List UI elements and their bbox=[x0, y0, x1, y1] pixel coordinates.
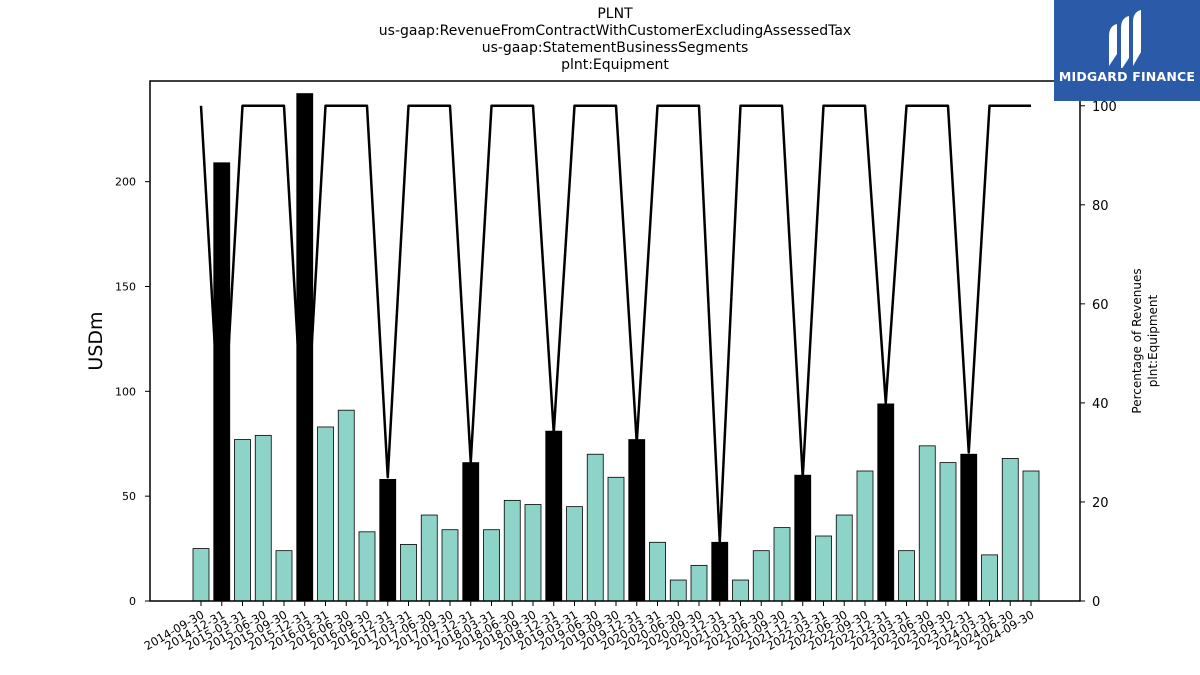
quarterly-bar bbox=[939, 462, 957, 602]
y-tick-label: 0 bbox=[129, 595, 136, 608]
y2-tick-label: 80 bbox=[1092, 199, 1109, 214]
annual-bar bbox=[462, 462, 480, 602]
quarterly-bar bbox=[1001, 458, 1019, 602]
quarterly-bar bbox=[441, 529, 459, 602]
y2-axis-label-line1: Percentage of Revenues bbox=[1130, 268, 1144, 413]
annual-bar bbox=[379, 478, 397, 602]
quarterly-bar bbox=[669, 579, 687, 602]
quarterly-bar bbox=[981, 554, 998, 602]
y2-axis-label-line2: plnt:Equipment bbox=[1146, 294, 1160, 387]
midgard-logo-icon bbox=[1109, 10, 1141, 68]
quarterly-bar bbox=[732, 579, 749, 602]
y2-tick-label: 100 bbox=[1092, 100, 1117, 115]
chart-title-concept: us-gaap:RevenueFromContractWithCustomerE… bbox=[378, 23, 852, 39]
quarterly-bar bbox=[275, 550, 293, 602]
chart-title-member: plnt:Equipment bbox=[561, 57, 669, 73]
quarterly-bar bbox=[503, 499, 521, 602]
quarterly-bar bbox=[234, 439, 251, 602]
quarterly-bar bbox=[1022, 470, 1040, 602]
quarterly-bar bbox=[317, 426, 334, 602]
quarterly-bar bbox=[752, 550, 770, 602]
y-tick-label: 150 bbox=[115, 280, 136, 293]
quarterly-bar bbox=[358, 531, 376, 602]
quarterly-bar bbox=[566, 506, 583, 602]
annual-bar bbox=[296, 93, 314, 602]
annual-bar bbox=[960, 453, 978, 602]
plot-frame bbox=[149, 80, 1081, 602]
midgard-finance-logo: MIDGARD FINANCE bbox=[1054, 0, 1200, 101]
quarterly-bar bbox=[254, 434, 272, 602]
y-axis-label: USDm bbox=[85, 311, 107, 370]
quarterly-bar bbox=[607, 476, 625, 602]
quarterly-bar bbox=[773, 527, 791, 602]
quarterly-bar bbox=[524, 504, 542, 602]
annual-bar bbox=[545, 430, 563, 602]
quarterly-bar bbox=[420, 514, 438, 602]
logo-text: MIDGARD FINANCE bbox=[1058, 69, 1196, 84]
chart-title-axis: us-gaap:StatementBusinessSegments bbox=[481, 40, 749, 56]
annual-bar bbox=[711, 541, 729, 602]
quarterly-bar bbox=[690, 564, 708, 602]
y-tick-label: 200 bbox=[115, 176, 136, 189]
chart-title-ticker: PLNT bbox=[597, 6, 633, 22]
quarterly-bar bbox=[856, 470, 874, 602]
y2-tick-label: 20 bbox=[1092, 496, 1109, 511]
quarterly-bar bbox=[835, 514, 853, 602]
quarterly-bar bbox=[337, 409, 355, 602]
annual-bar bbox=[794, 474, 812, 602]
chart-title-block: PLNT us-gaap:RevenueFromContractWithCust… bbox=[0, 6, 1200, 74]
quarterly-bar bbox=[400, 543, 417, 602]
annual-bar bbox=[628, 439, 646, 602]
y2-tick-label: 60 bbox=[1092, 298, 1109, 313]
percentage-line bbox=[199, 104, 1031, 543]
quarterly-bar bbox=[483, 529, 500, 602]
quarterly-bar bbox=[586, 453, 604, 602]
y2-tick-label: 40 bbox=[1092, 397, 1109, 412]
quarterly-bar bbox=[898, 550, 915, 602]
quarterly-bar bbox=[649, 541, 666, 602]
y2-tick-label: 0 bbox=[1092, 595, 1100, 610]
quarterly-bar bbox=[192, 548, 210, 602]
y-tick-label: 50 bbox=[122, 490, 136, 503]
quarterly-bar bbox=[815, 535, 832, 602]
quarterly-bar bbox=[918, 445, 936, 602]
annual-bar bbox=[877, 403, 895, 602]
y-tick-label: 100 bbox=[115, 385, 136, 398]
